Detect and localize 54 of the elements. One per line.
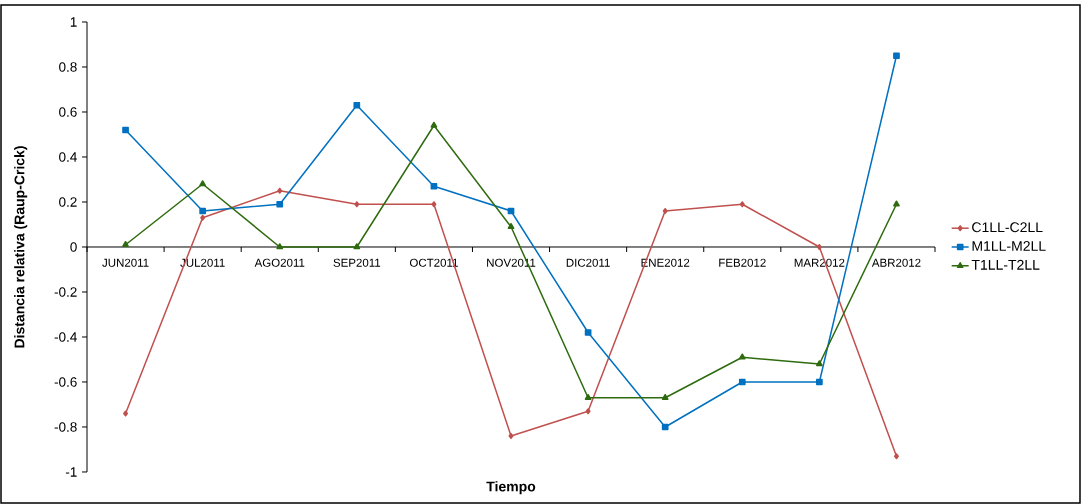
point	[738, 378, 746, 386]
point	[200, 214, 206, 221]
legend-label: M1LL-M2LL	[972, 241, 1046, 251]
y-tick-label: 0.8	[59, 62, 77, 72]
point	[277, 187, 283, 194]
point	[662, 207, 668, 215]
point	[199, 180, 206, 187]
point	[431, 201, 437, 208]
y-tick-label: 0.4	[59, 152, 77, 162]
x-tick-label: AGO2011	[254, 258, 305, 267]
point	[661, 423, 669, 431]
point	[739, 201, 745, 208]
point	[122, 126, 129, 134]
y-tick-label: 0.6	[59, 107, 77, 117]
y-tick-label: 0	[70, 242, 77, 252]
point	[353, 243, 361, 250]
legend-label: C1LL-C2LL	[972, 222, 1043, 233]
point	[123, 410, 129, 417]
point	[353, 101, 361, 109]
y-tick-label: 0.2	[59, 197, 77, 207]
y-tick-label: -0.6	[54, 377, 77, 387]
point	[816, 378, 823, 386]
point	[276, 243, 284, 250]
point	[276, 200, 284, 208]
point	[738, 353, 746, 360]
x-tick-label: JUN2011	[102, 258, 149, 267]
x-tick-label: ABR2012	[871, 258, 921, 267]
point	[354, 201, 360, 208]
point	[122, 240, 129, 247]
point	[507, 222, 515, 229]
legend-label: T1LL-T2LL	[971, 259, 1040, 270]
y-tick-label: -1	[65, 467, 77, 477]
x-tick-label: SEP2011	[333, 258, 381, 267]
point	[430, 182, 438, 190]
point	[816, 243, 822, 251]
x-tick-label: DIC2011	[566, 258, 610, 267]
point	[893, 52, 900, 60]
y-tick-label: -0.8	[54, 422, 77, 432]
y-tick-label: -0.2	[54, 287, 77, 297]
y-tick-label: -0.4	[54, 332, 77, 342]
point	[816, 360, 823, 367]
y-axis-title: Distancia relativa (Raup-Crick)	[14, 146, 28, 348]
point	[430, 121, 438, 128]
point	[584, 393, 592, 400]
x-tick-label: FEB2012	[719, 258, 766, 267]
point	[199, 207, 206, 215]
point	[585, 408, 591, 415]
point	[508, 432, 514, 440]
point	[584, 329, 592, 336]
point	[893, 453, 899, 460]
point	[893, 200, 900, 207]
point	[661, 393, 669, 400]
y-tick-label: 1	[70, 17, 77, 27]
x-axis-title: Tiempo	[486, 481, 536, 495]
